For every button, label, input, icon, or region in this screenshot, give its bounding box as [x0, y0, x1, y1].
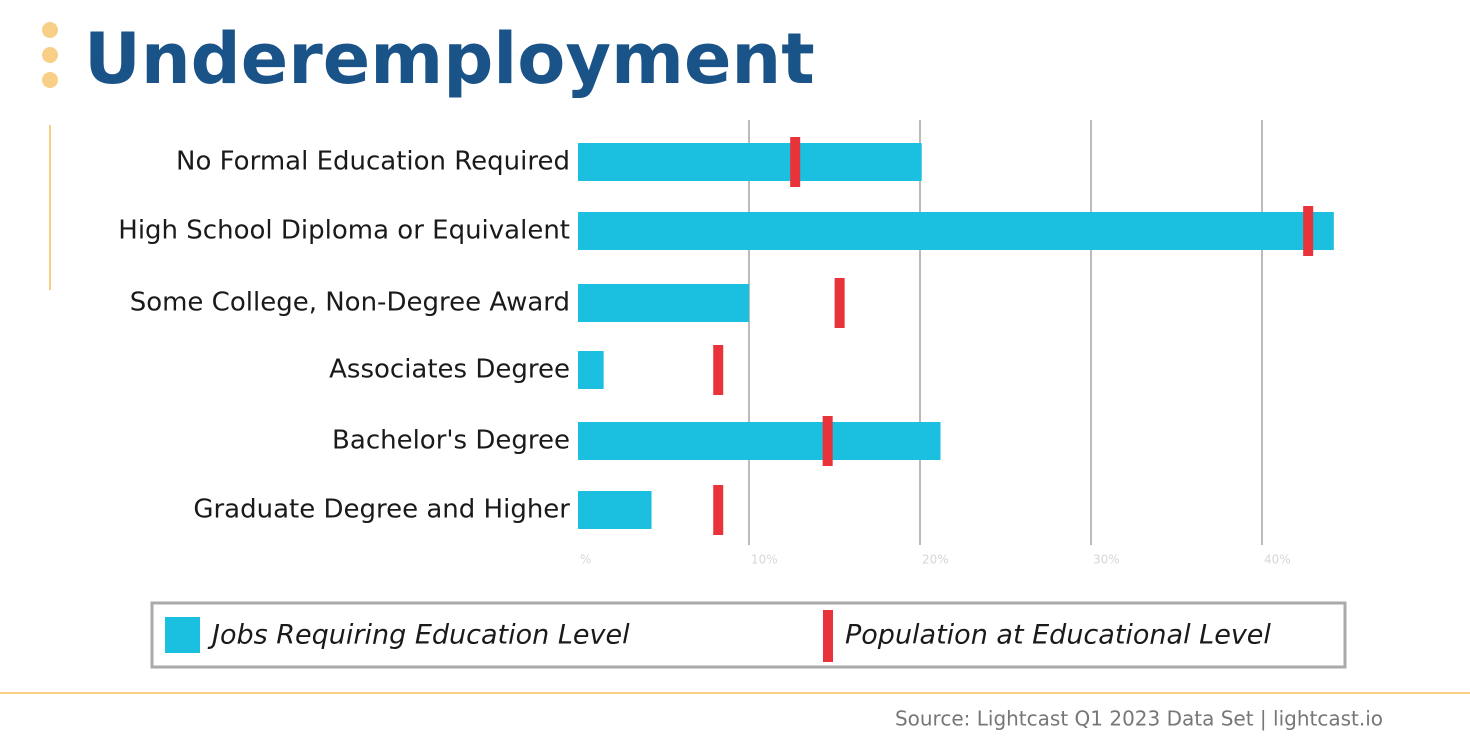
bar [578, 143, 922, 181]
category-label: Associates Degree [329, 355, 570, 385]
x-tick-label: 30% [1093, 553, 1120, 567]
x-tick-label: 10% [751, 553, 778, 567]
marker [790, 137, 801, 187]
marker [713, 345, 724, 395]
chart-title: Underemployment [84, 18, 815, 100]
legend-swatch [823, 610, 833, 662]
x-tick-label: 20% [922, 553, 949, 567]
marker [822, 416, 833, 466]
bar [578, 491, 652, 529]
x-tick-label: 40% [1264, 553, 1291, 567]
category-label: High School Diploma or Equivalent [118, 216, 570, 246]
bar [578, 284, 749, 322]
legend-box [150, 601, 1347, 669]
category-label: No Formal Education Required [176, 147, 570, 177]
legend-swatch [165, 617, 200, 653]
legend-label: Population at Educational Level [845, 620, 1271, 651]
category-label: Graduate Degree and Higher [193, 495, 570, 525]
decor-dot [42, 72, 58, 88]
marker [713, 485, 724, 535]
source-note: Source: Lightcast Q1 2023 Data Set | lig… [895, 707, 1383, 731]
bar [578, 422, 941, 460]
category-label: Some College, Non-Degree Award [130, 288, 570, 318]
marker [1303, 206, 1314, 256]
legend-label: Jobs Requiring Education Level [207, 620, 630, 651]
decor-dot [42, 22, 58, 38]
bar [578, 351, 604, 389]
plot-area: % 10% 20% 30% 40% No Formal Education Require… [118, 120, 1334, 567]
x-tick-label: % [580, 553, 591, 567]
bar [578, 212, 1334, 250]
marker [834, 278, 845, 328]
category-label: Bachelor's Degree [332, 426, 570, 456]
decor-dot [42, 47, 58, 63]
